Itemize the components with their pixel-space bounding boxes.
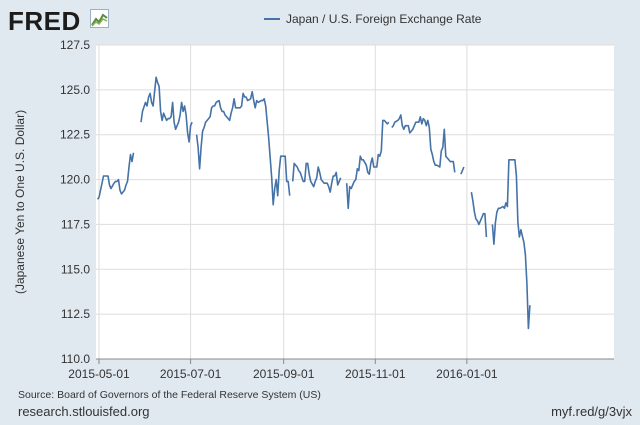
x-tick-label: 2015-09-01 <box>253 367 315 380</box>
line-chart-icon-graphic <box>91 13 108 27</box>
exchange-rate-chart: 110.0 112.5 115.0 117.5 120.0 122.5 125.0 127.5… <box>13 38 614 380</box>
site-link[interactable]: research.stlouisfed.org <box>18 404 150 419</box>
series-line-segment <box>470 191 488 238</box>
plot-area <box>96 45 614 359</box>
y-tick-label: 122.5 <box>60 128 90 142</box>
chart-legend: Japan / U.S. Foreign Exchange Rate <box>264 12 481 26</box>
series-line-segment <box>96 152 135 200</box>
y-tick-label: 112.5 <box>61 307 90 321</box>
short-link[interactable]: myf.red/g/3vjx <box>551 404 632 419</box>
series-line-segment <box>291 162 342 193</box>
x-tick-label: 2016-01-01 <box>436 367 498 380</box>
legend-swatch <box>264 17 280 20</box>
x-tick-label: 2015-05-01 <box>68 367 130 380</box>
y-axis-ticks: 110.0 112.5 115.0 117.5 120.0 122.5 125.0 127.5 <box>60 38 90 366</box>
line-chart-icon <box>90 9 109 28</box>
legend-label: Japan / U.S. Foreign Exchange Rate <box>286 12 482 26</box>
y-axis-label: (Japanese Yen to One U.S. Dollar) <box>13 110 27 294</box>
series-group <box>96 76 531 330</box>
series-line-segment <box>491 159 531 330</box>
series-line-segment <box>460 166 465 175</box>
y-tick-label: 115.0 <box>61 262 90 276</box>
y-tick-label: 127.5 <box>60 38 90 52</box>
y-tick-label: 125.0 <box>60 83 90 97</box>
x-axis-ticks: 2015-05-01 2015-07-01 2015-09-01 2015-11-01… <box>68 358 614 380</box>
series-line-segment <box>345 119 390 210</box>
series-line-segment <box>195 90 291 206</box>
source-note: Source: Board of Governors of the Federa… <box>18 389 321 401</box>
y-tick-label: 117.5 <box>61 217 90 231</box>
series-line-segment <box>140 76 193 143</box>
fred-logo[interactable]: FRED <box>8 6 81 36</box>
series-line-segment <box>391 114 456 173</box>
x-tick-label: 2015-11-01 <box>345 367 406 380</box>
x-tick-label: 2015-07-01 <box>160 367 222 380</box>
y-tick-label: 110.0 <box>61 352 90 366</box>
y-tick-label: 120.0 <box>60 173 90 187</box>
